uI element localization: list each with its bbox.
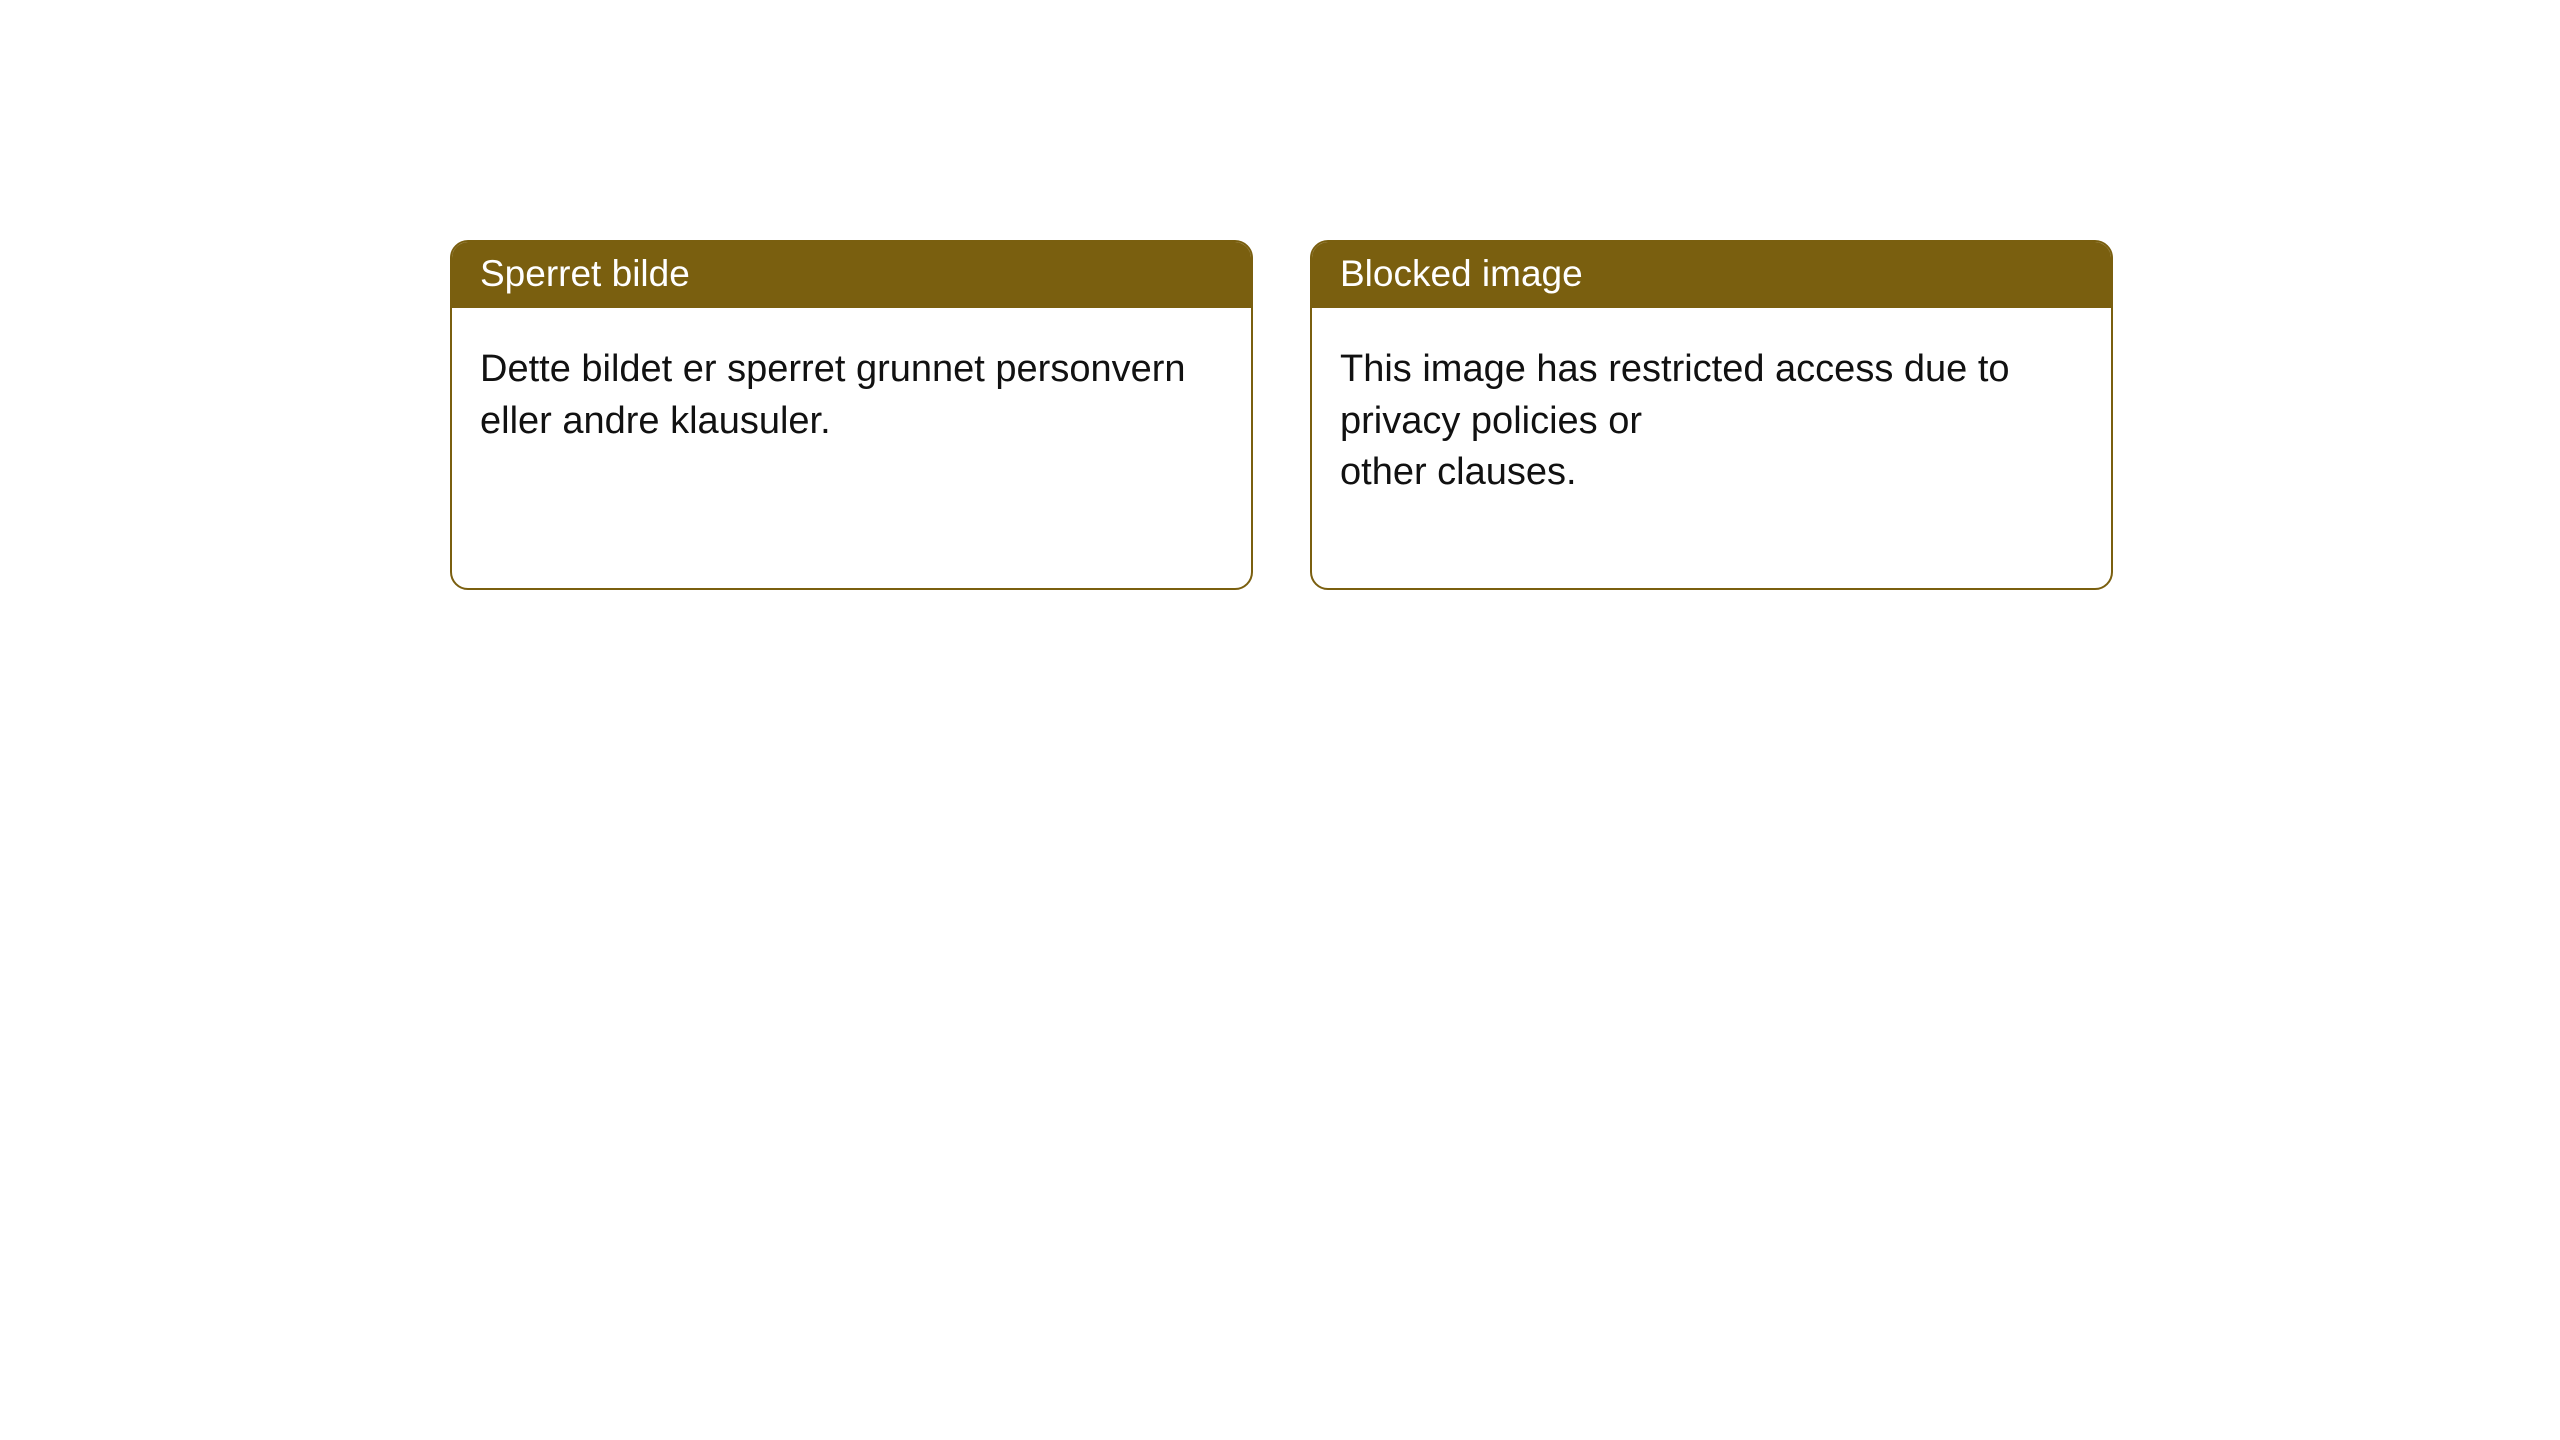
- notice-body-norwegian: Dette bildet er sperret grunnet personve…: [452, 308, 1251, 537]
- notice-card-english: Blocked image This image has restricted …: [1310, 240, 2113, 590]
- notice-body-english: This image has restricted access due to …: [1312, 308, 2111, 588]
- notice-header-english: Blocked image: [1312, 242, 2111, 308]
- notice-card-norwegian: Sperret bilde Dette bildet er sperret gr…: [450, 240, 1253, 590]
- notice-container: Sperret bilde Dette bildet er sperret gr…: [450, 240, 2113, 590]
- notice-header-norwegian: Sperret bilde: [452, 242, 1251, 308]
